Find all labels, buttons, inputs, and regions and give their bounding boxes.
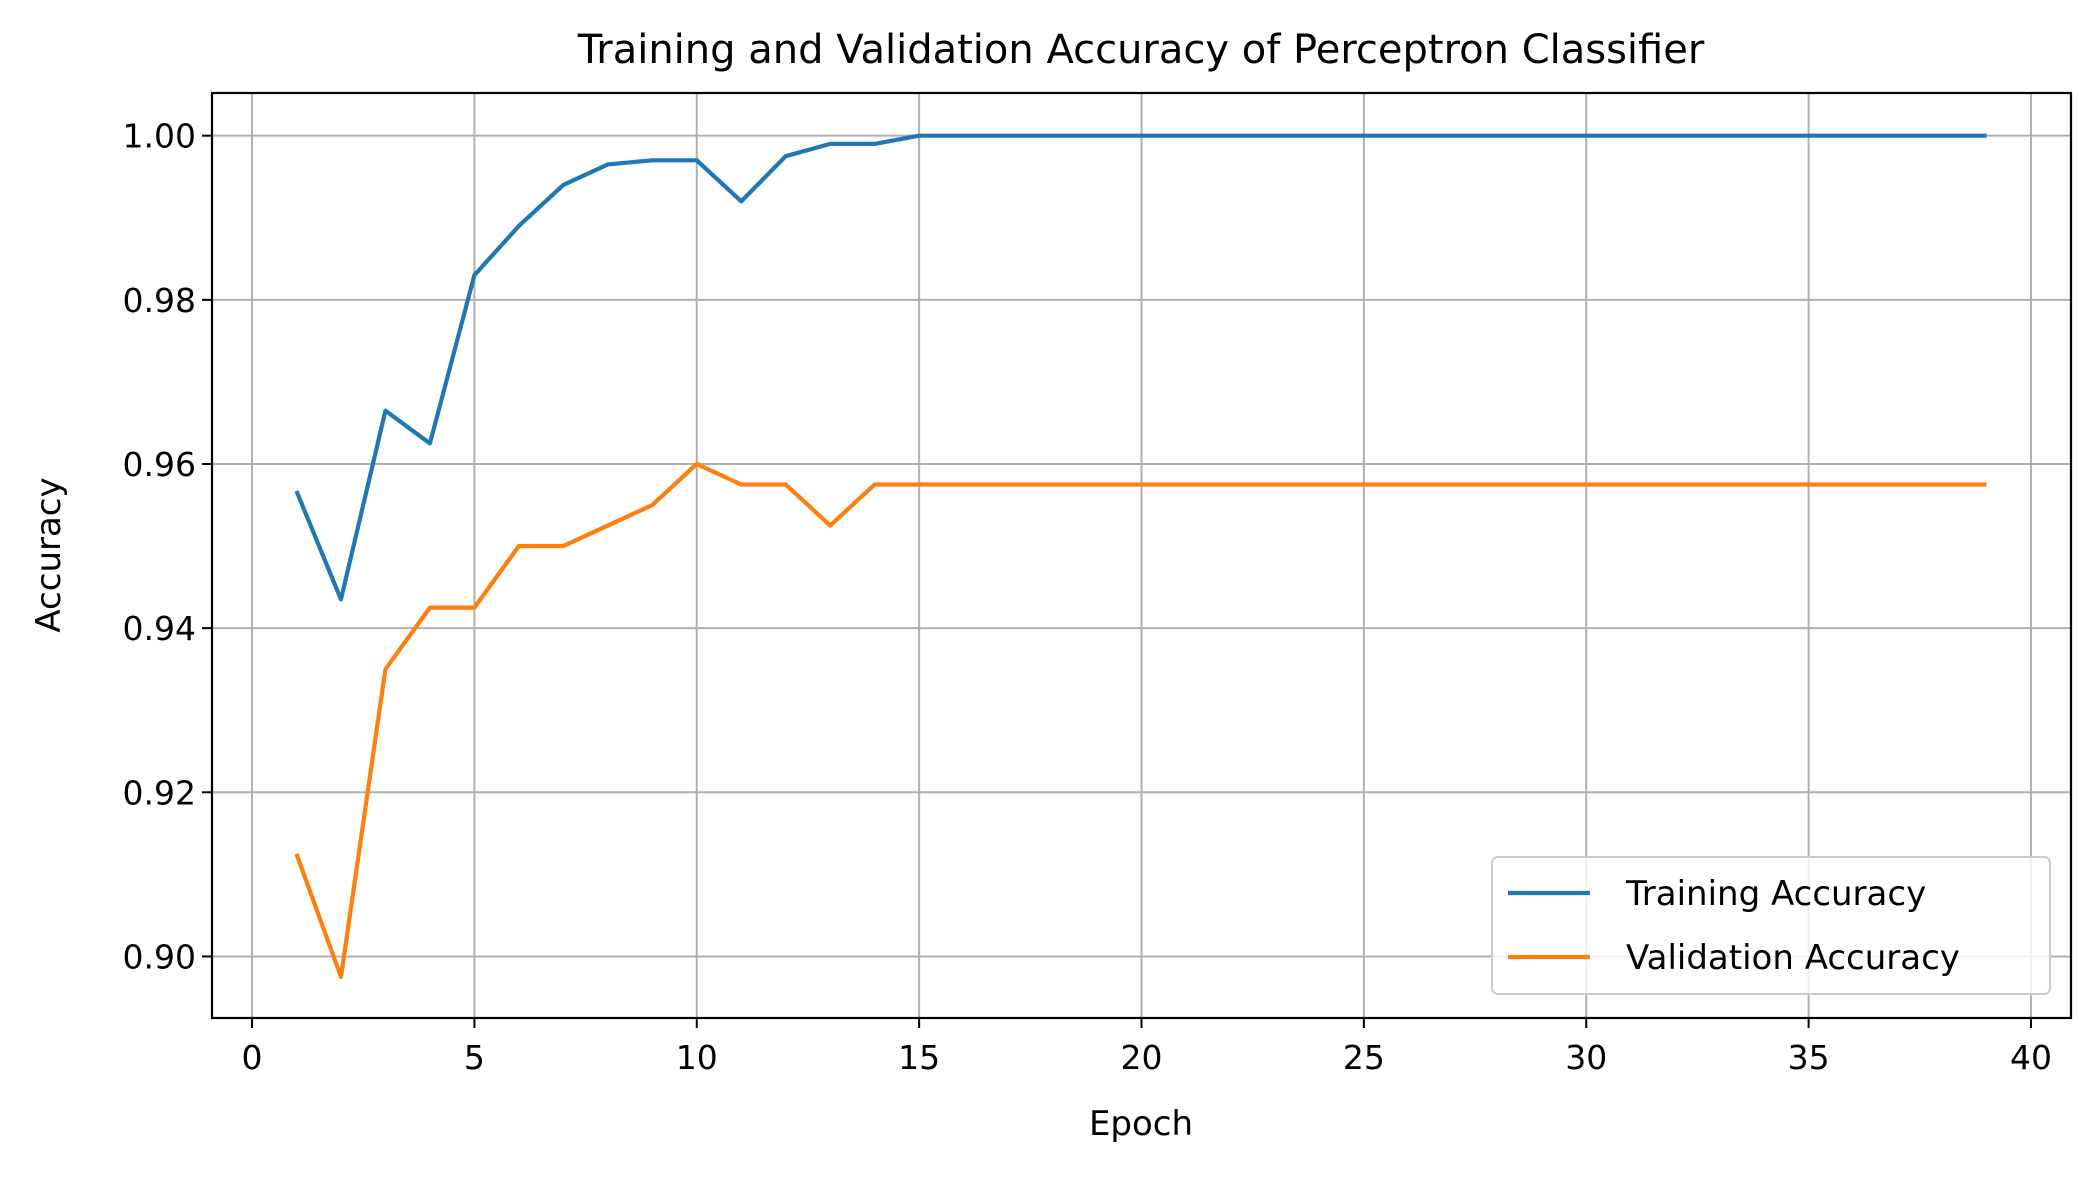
x-tick-label: 20 <box>1121 1038 1163 1077</box>
x-tick-label: 5 <box>464 1038 485 1077</box>
legend-label-validation: Validation Accuracy <box>1626 938 1960 978</box>
y-tick-label: 0.92 <box>123 773 196 812</box>
x-tick-label: 40 <box>2010 1038 2052 1077</box>
y-axis-label: Accuracy <box>29 477 69 632</box>
y-tick-label: 0.90 <box>123 937 196 976</box>
legend-box <box>1491 856 2051 995</box>
legend: Training Accuracy Validation Accuracy <box>1491 856 2051 995</box>
y-tick-label: 1.00 <box>123 117 196 156</box>
x-tick-label: 30 <box>1565 1038 1607 1077</box>
x-tick-label: 10 <box>676 1038 718 1077</box>
chart-title: Training and Validation Accuracy of Perc… <box>577 27 1705 73</box>
y-tick-label: 0.96 <box>123 445 196 484</box>
y-axis-ticks: 0.90 0.92 0.94 0.96 0.98 1.00 <box>123 117 212 976</box>
x-axis-ticks: 0 5 10 15 20 25 30 35 40 <box>242 1018 2052 1077</box>
x-axis-label: Epoch <box>1089 1104 1193 1144</box>
legend-label-training: Training Accuracy <box>1625 874 1926 914</box>
data-series <box>294 133 1987 980</box>
series-line-training-accuracy <box>294 133 1987 602</box>
y-tick-label: 0.94 <box>123 609 196 648</box>
x-tick-label: 15 <box>898 1038 940 1077</box>
x-tick-label: 0 <box>242 1038 263 1077</box>
series-line-validation-accuracy <box>294 461 1987 980</box>
y-tick-label: 0.98 <box>123 281 196 320</box>
x-tick-label: 35 <box>1788 1038 1830 1077</box>
x-tick-label: 25 <box>1343 1038 1385 1077</box>
